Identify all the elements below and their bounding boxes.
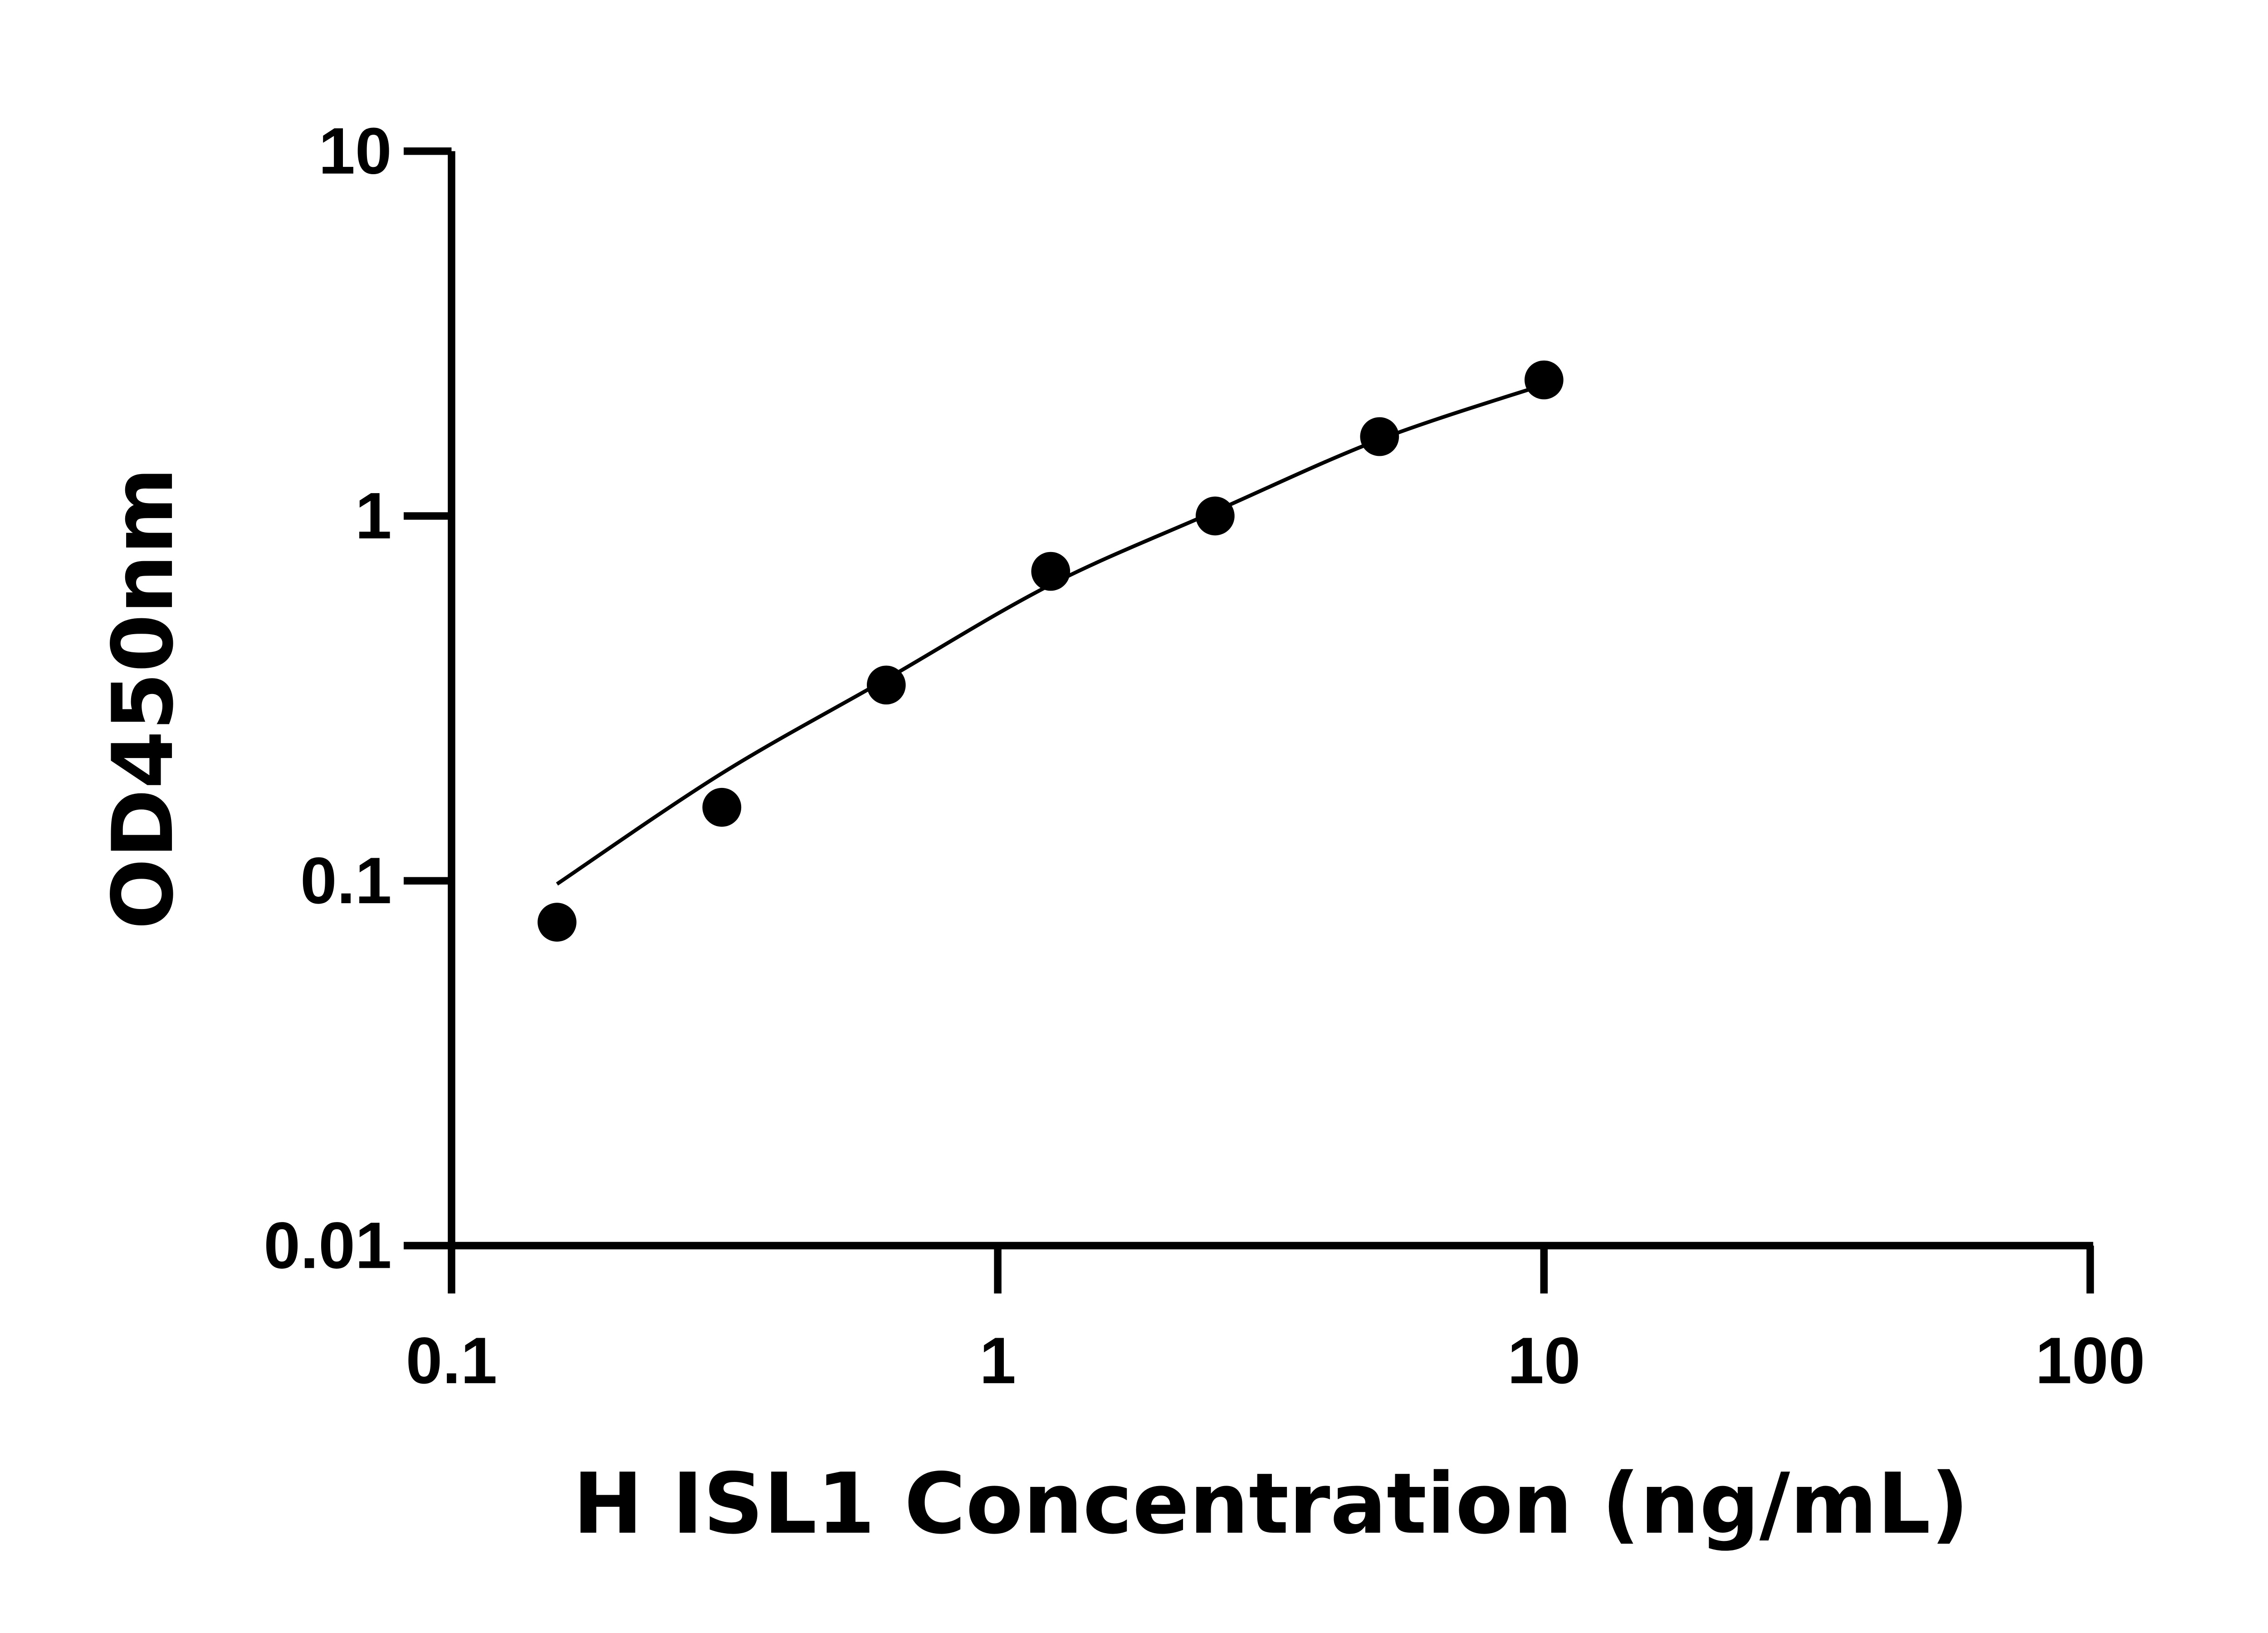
x-tick-label: 100 — [2035, 1324, 2145, 1397]
x-axis-label: H ISL1 Concentration (ng/mL) — [573, 1455, 1969, 1553]
y-ticks: 0.01 0.1 1 10 — [264, 114, 452, 1282]
y-tick-label: 10 — [318, 114, 391, 188]
axes — [448, 151, 2093, 1250]
data-point — [1360, 417, 1399, 456]
x-tick-label: 10 — [1507, 1324, 1580, 1397]
data-point — [538, 903, 577, 942]
data-point — [1195, 496, 1235, 536]
x-tick-label: 1 — [979, 1324, 1016, 1397]
data-point — [1031, 552, 1070, 591]
data-point — [702, 787, 742, 827]
x-tick-label: 0.1 — [406, 1324, 498, 1397]
y-tick-label: 0.01 — [264, 1208, 391, 1282]
y-tick-label: 0.1 — [300, 844, 392, 917]
data-points — [538, 360, 1564, 942]
data-point — [866, 665, 906, 705]
data-point — [1524, 360, 1564, 400]
x-ticks: 0.1 1 10 100 — [406, 1245, 2145, 1397]
y-tick-label: 1 — [355, 479, 392, 552]
y-axis-label: OD450nm — [94, 467, 192, 929]
